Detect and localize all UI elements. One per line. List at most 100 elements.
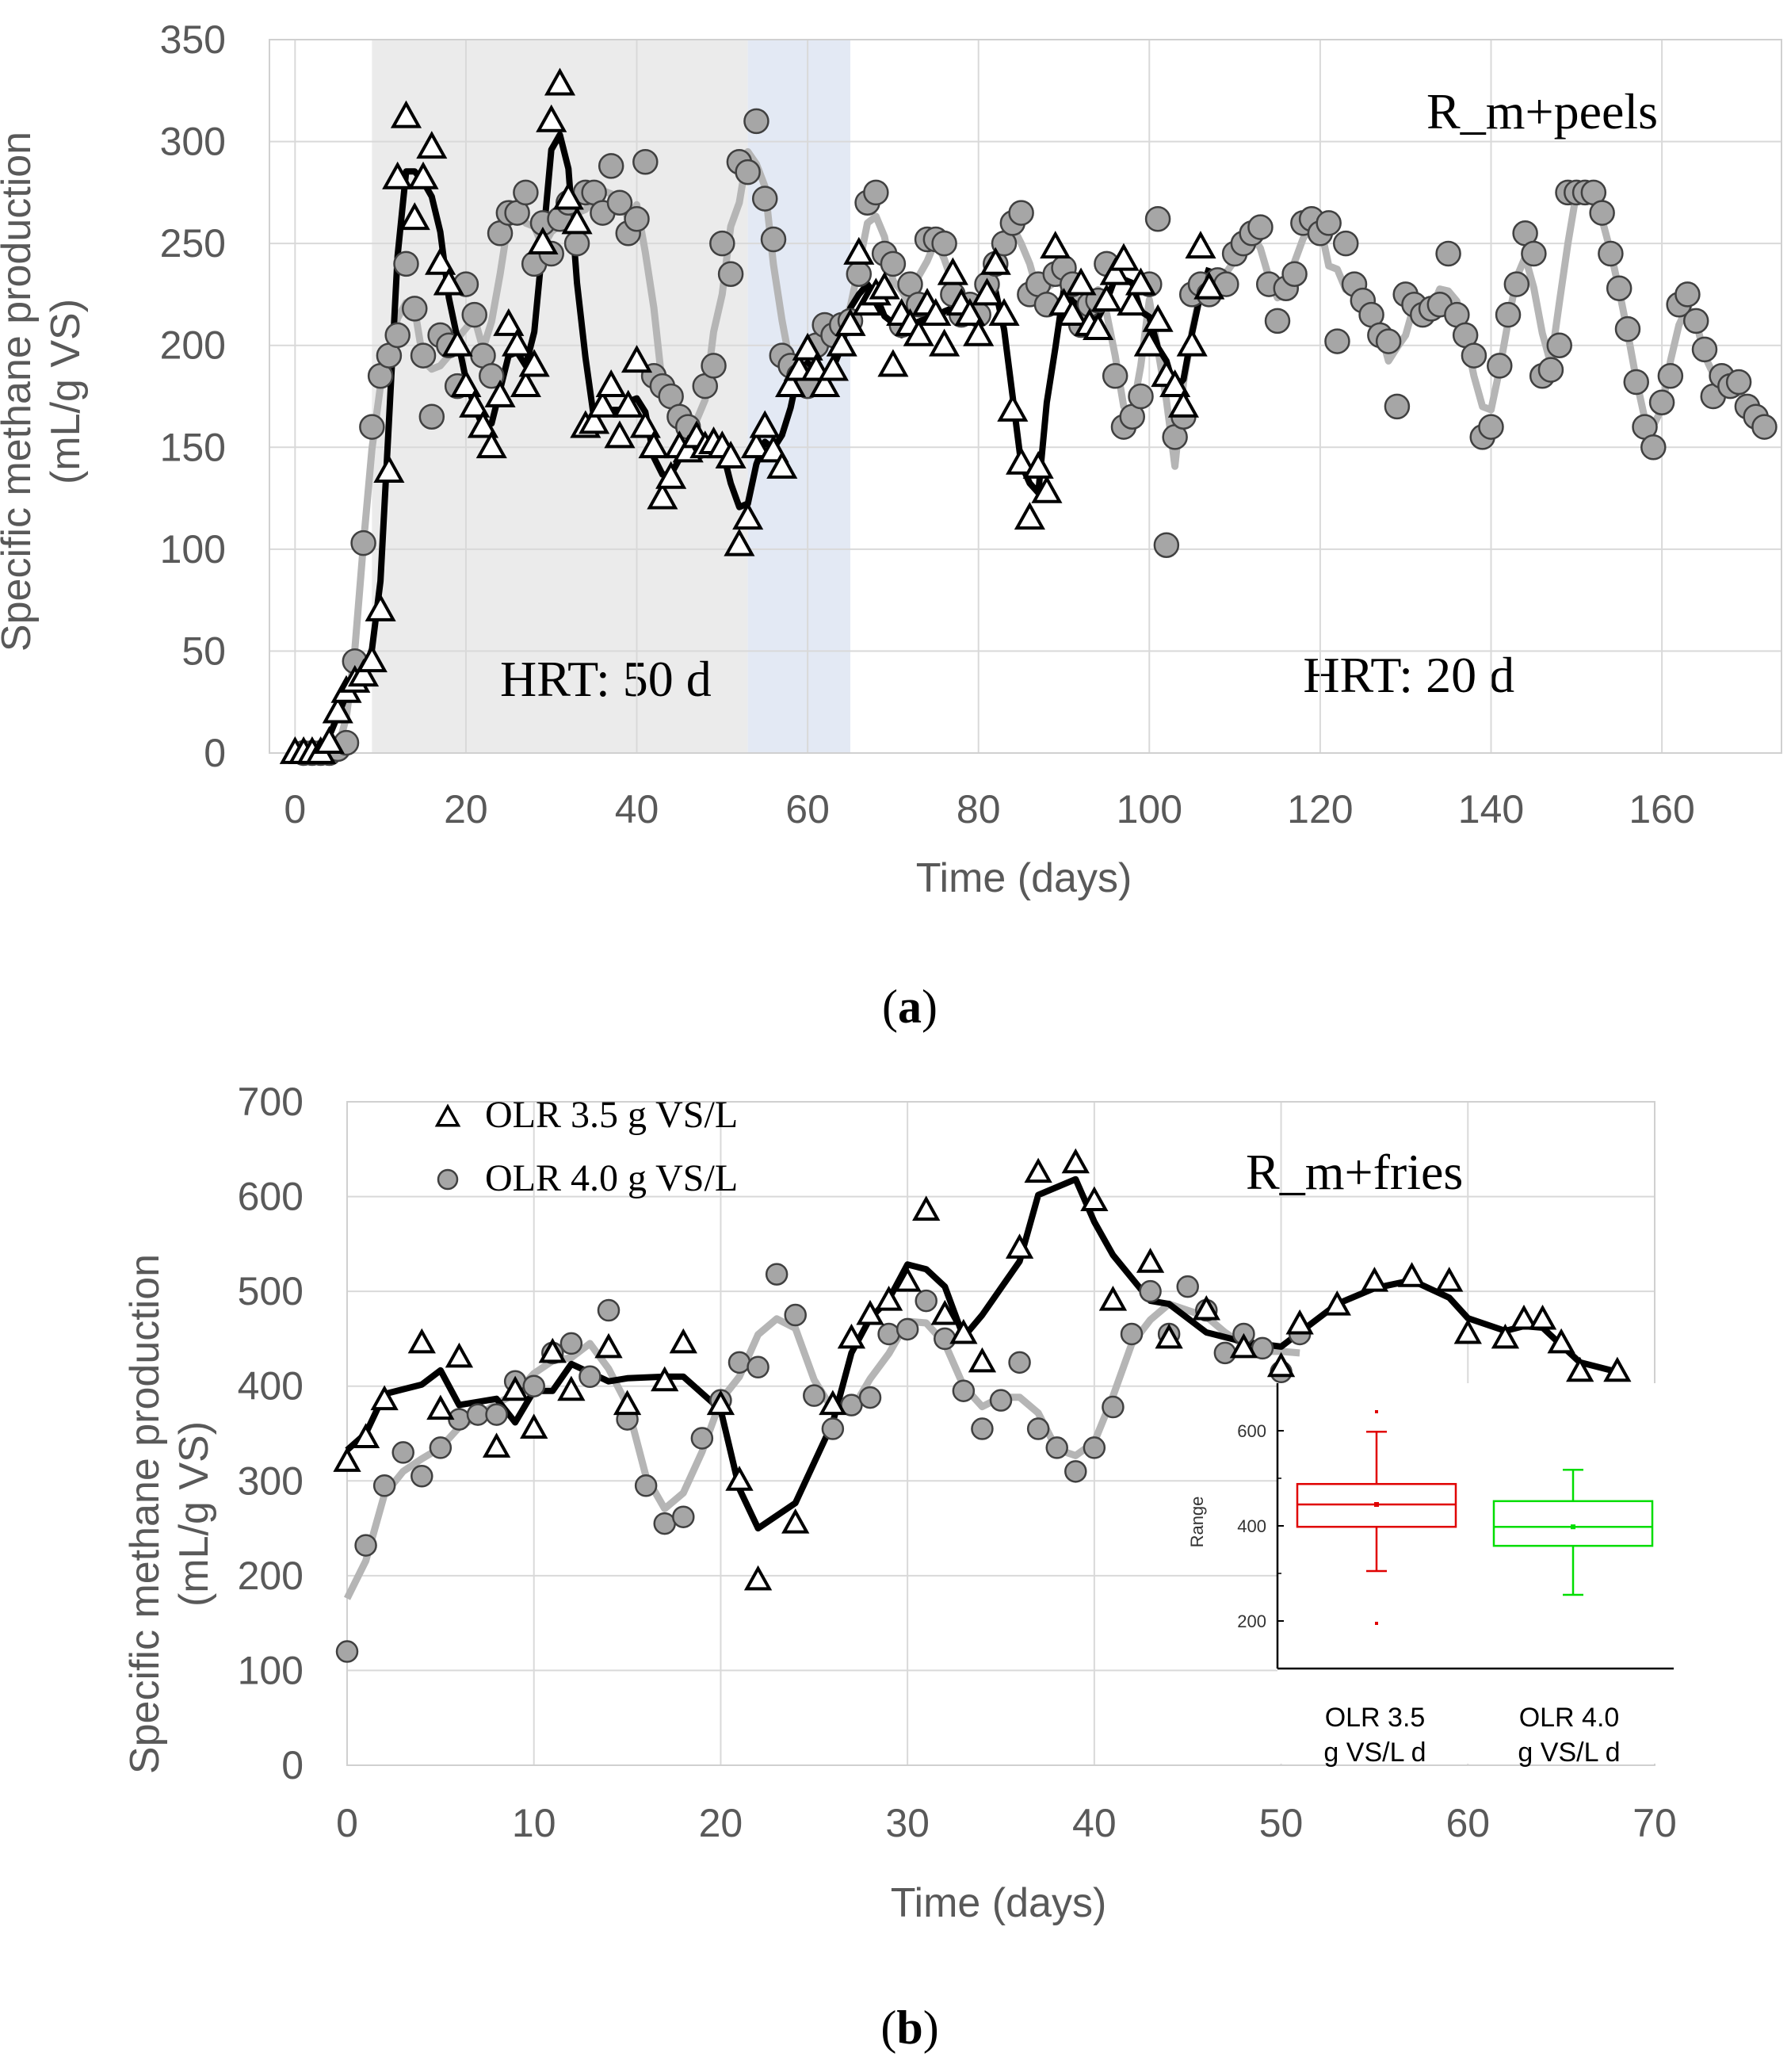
point-circle-95 [1102, 363, 1128, 389]
y-tick-100: 100 [238, 1648, 304, 1692]
point-triangle-12 [613, 1390, 642, 1416]
b-y-axis-label: Specific methane production (mL/g VS) [122, 1254, 217, 1774]
point-circle-154 [1606, 275, 1633, 301]
region-label-0: HRT: 50 d [500, 651, 712, 707]
point-triangle-54 [740, 430, 772, 459]
point-triangle-100 [1133, 328, 1165, 357]
point-triangle-1 [351, 1423, 380, 1448]
y-tick-200: 200 [238, 1554, 304, 1598]
a-y-label-line2: (mL/g VS) [43, 299, 89, 484]
point-triangle-105 [1176, 328, 1208, 357]
point-circle-29 [877, 1322, 900, 1346]
point-circle-14 [597, 1298, 621, 1322]
point-triangle-106 [1185, 231, 1216, 259]
y-tick-300: 300 [238, 1458, 304, 1503]
point-triangle-27 [510, 369, 541, 398]
point-circle-13 [402, 296, 428, 322]
point-triangle-18 [781, 1508, 810, 1534]
point-triangle-29 [1024, 1157, 1052, 1183]
point-triangle-30 [1061, 1148, 1090, 1174]
point-triangle-29 [527, 227, 559, 255]
point-circle-153 [1598, 240, 1624, 267]
b-x-axis-label: Time (days) [891, 1880, 1107, 1926]
inset-category-1-line2: g VS/L d [1323, 1737, 1426, 1768]
point-triangle-101 [1142, 304, 1174, 332]
point-circle-49 [709, 230, 735, 257]
point-triangle-2 [370, 1385, 399, 1411]
point-circle-65 [846, 261, 873, 287]
y-tick-600: 600 [238, 1175, 304, 1219]
point-triangle-25 [930, 1299, 959, 1325]
point-triangle-58 [775, 369, 807, 398]
point-circle-100 [1144, 206, 1171, 232]
b-data-marks [333, 1148, 1632, 1663]
x-tick-0: 0 [336, 1801, 358, 1845]
point-circle-3 [391, 1441, 414, 1464]
b-caption: (b) [880, 2001, 938, 2054]
point-circle-168 [1725, 369, 1752, 396]
point-triangle-40 [1360, 1267, 1389, 1292]
a-y-axis-label: Specific methane production (mL/g VS) [0, 132, 89, 652]
y-tick-400: 400 [238, 1364, 304, 1409]
point-triangle-33 [561, 206, 593, 235]
point-circle-8 [359, 414, 385, 440]
point-triangle-55 [749, 410, 781, 438]
x-tick-20: 20 [699, 1801, 743, 1845]
box-mean [1374, 1502, 1379, 1507]
point-triangle-42 [638, 430, 670, 459]
point-triangle-97 [1108, 243, 1140, 271]
point-triangle-57 [766, 450, 798, 479]
point-triangle-70 [877, 349, 909, 377]
point-triangle-41 [629, 410, 661, 438]
point-triangle-41 [1397, 1262, 1426, 1287]
point-circle-39 [624, 206, 650, 232]
point-circle-4 [411, 1465, 433, 1488]
point-triangle-34 [1155, 1323, 1183, 1349]
point-circle-171 [1751, 414, 1778, 440]
point-circle-36 [1008, 1351, 1031, 1374]
point-triangle-23 [475, 430, 507, 459]
point-triangle-0 [333, 1447, 361, 1472]
point-triangle-75 [920, 298, 952, 327]
point-circle-34 [971, 1417, 994, 1440]
a-annotation: R_m+peels [1426, 83, 1658, 140]
point-circle-20 [461, 301, 487, 328]
point-circle-7 [350, 529, 376, 556]
point-triangle-63 [817, 353, 850, 381]
y-tick-350: 350 [160, 17, 226, 62]
point-triangle-88 [1031, 475, 1063, 503]
y-tick-50: 50 [181, 629, 226, 673]
point-triangle-33 [1136, 1248, 1165, 1273]
point-triangle-60 [792, 332, 823, 361]
point-triangle-20 [837, 1323, 866, 1349]
point-triangle-89 [1040, 231, 1071, 259]
inset-background [1277, 1383, 1674, 1764]
point-circle-36 [598, 153, 624, 179]
point-circle-53 [743, 108, 769, 135]
point-circle-18 [672, 1505, 695, 1528]
panel-b: Specific methane production (mL/g VS) Ti… [122, 1080, 1677, 2054]
point-triangle-30 [536, 104, 567, 132]
point-triangle-69 [869, 271, 900, 300]
point-triangle-24 [912, 1195, 941, 1221]
point-circle-7 [466, 1403, 490, 1426]
b-caption-letter: b [896, 2001, 922, 2054]
point-circle-121 [1324, 328, 1350, 354]
box-outlier-1 [1375, 1410, 1378, 1413]
point-circle-12 [559, 1332, 583, 1355]
point-triangle-87 [1022, 450, 1054, 479]
point-triangle-15 [706, 1390, 735, 1416]
point-triangle-37 [1266, 1351, 1296, 1378]
point-circle-162 [1675, 281, 1701, 308]
point-circle-128 [1384, 393, 1411, 420]
b-y-label-line1: Specific methane production [122, 1254, 168, 1774]
point-triangle-22 [467, 410, 499, 438]
point-circle-17 [653, 1512, 676, 1535]
point-circle-26 [513, 179, 539, 206]
point-circle-40 [1083, 1436, 1106, 1459]
point-triangle-8 [348, 659, 380, 687]
a-caption: (a) [882, 981, 938, 1033]
y-tick-250: 250 [160, 221, 226, 266]
point-circle-23 [765, 1263, 789, 1286]
